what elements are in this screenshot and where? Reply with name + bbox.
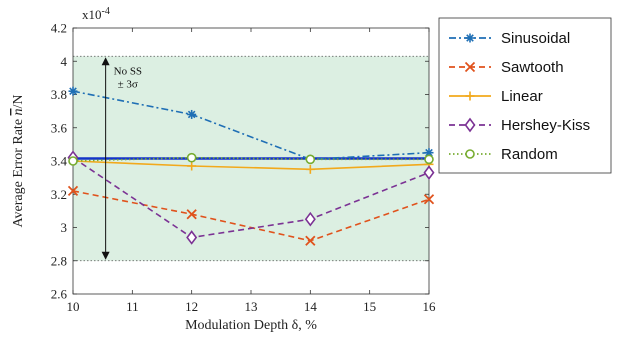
annotation-arrowhead-up <box>101 57 110 66</box>
marker-x-stroke <box>423 194 435 205</box>
y-multiplier-base: x10 <box>82 7 102 22</box>
data-point <box>423 194 435 205</box>
x-tick-label: 13 <box>245 299 258 314</box>
y-tick-label: 3.2 <box>51 187 67 202</box>
annotation-line1: No SS <box>114 65 142 77</box>
x-tick-label: 10 <box>67 299 80 314</box>
data-point <box>305 154 316 165</box>
legend-swatch-marker <box>464 117 476 133</box>
data-point <box>68 156 78 166</box>
series-random <box>68 152 434 166</box>
legend-entry: Linear <box>449 88 543 105</box>
x-axis-label: Modulation Depth δ, % <box>185 318 317 333</box>
marker-star-stroke <box>425 148 433 157</box>
data-point <box>67 185 79 197</box>
x-tick-label: 11 <box>126 299 139 314</box>
series-sawtooth <box>67 185 435 246</box>
y-tick-label: 2.6 <box>51 287 68 302</box>
data-point <box>424 148 434 158</box>
legend-swatch-marker <box>465 149 475 159</box>
series-line <box>72 160 430 171</box>
annotation-layer: No SS± 3σ <box>101 57 142 260</box>
data-point <box>187 161 197 171</box>
marker-star-stroke <box>69 87 77 95</box>
legend-label: Linear <box>501 88 543 105</box>
y-axis-label-symbol: n <box>11 108 26 115</box>
x-tick-label: 12 <box>185 299 198 314</box>
annotation-arrowhead-down <box>101 251 110 260</box>
legend-entry: Sawtooth <box>449 59 564 76</box>
data-point <box>424 154 434 165</box>
legend-label: Sinusoidal <box>501 30 570 47</box>
series-line <box>72 90 430 161</box>
y-axis-label: Average Error Rate n/N <box>11 94 26 227</box>
y-multiplier-exponent: -4 <box>102 6 110 17</box>
y-tick-label: 2.8 <box>51 253 67 268</box>
y-tick-label: 4 <box>61 54 68 69</box>
marker-x-stroke <box>464 61 476 73</box>
legend-label: Hershey-Kiss <box>501 117 590 134</box>
series-layer <box>67 86 435 246</box>
series-line <box>72 190 430 242</box>
x-tick-label: 14 <box>304 299 318 314</box>
no-ss-band-layer <box>73 55 429 262</box>
marker-x-stroke <box>305 235 316 246</box>
legend-entry: Random <box>449 146 558 163</box>
marker-star-stroke <box>187 110 196 119</box>
legend-entry: Hershey-Kiss <box>449 117 590 134</box>
data-point <box>68 86 78 96</box>
y-tick-label: 4.2 <box>51 21 67 36</box>
y-tick-label: 3.4 <box>51 154 68 169</box>
legend-label: Sawtooth <box>501 59 564 76</box>
y-axis-label-prefix: Average Error Rate <box>11 115 26 227</box>
data-point <box>186 209 197 220</box>
y-tick-label: 3.8 <box>51 87 67 102</box>
data-point <box>305 164 315 174</box>
legend: Sinusoidal Sawtooth Linear Hershey-Kiss Rand… <box>438 17 612 174</box>
legend-entry: Sinusoidal <box>449 30 570 47</box>
annotation-line2: ± 3σ <box>118 78 138 90</box>
data-point <box>304 211 316 227</box>
data-point <box>187 109 197 119</box>
legend-label: Random <box>501 146 558 163</box>
data-point <box>305 235 316 246</box>
marker-x-stroke <box>67 185 79 197</box>
series-line <box>72 157 430 239</box>
y-multiplier-label: x10-4 <box>82 6 110 22</box>
x-tick-label: 16 <box>423 299 437 314</box>
y-tick-label: 3 <box>61 220 68 235</box>
y-axis-label-suffix: /N <box>11 94 26 108</box>
data-point <box>186 152 197 163</box>
marker-x-stroke <box>186 209 197 220</box>
x-tick-label: 15 <box>363 299 376 314</box>
y-tick-label: 3.6 <box>51 120 68 135</box>
marker-star-stroke <box>466 34 474 42</box>
legend-swatch-marker <box>465 33 475 43</box>
data-point <box>186 230 198 245</box>
legend-swatch-marker <box>464 61 476 73</box>
data-point <box>423 165 435 180</box>
legend-swatch-marker <box>465 91 475 101</box>
series-line <box>72 156 429 162</box>
